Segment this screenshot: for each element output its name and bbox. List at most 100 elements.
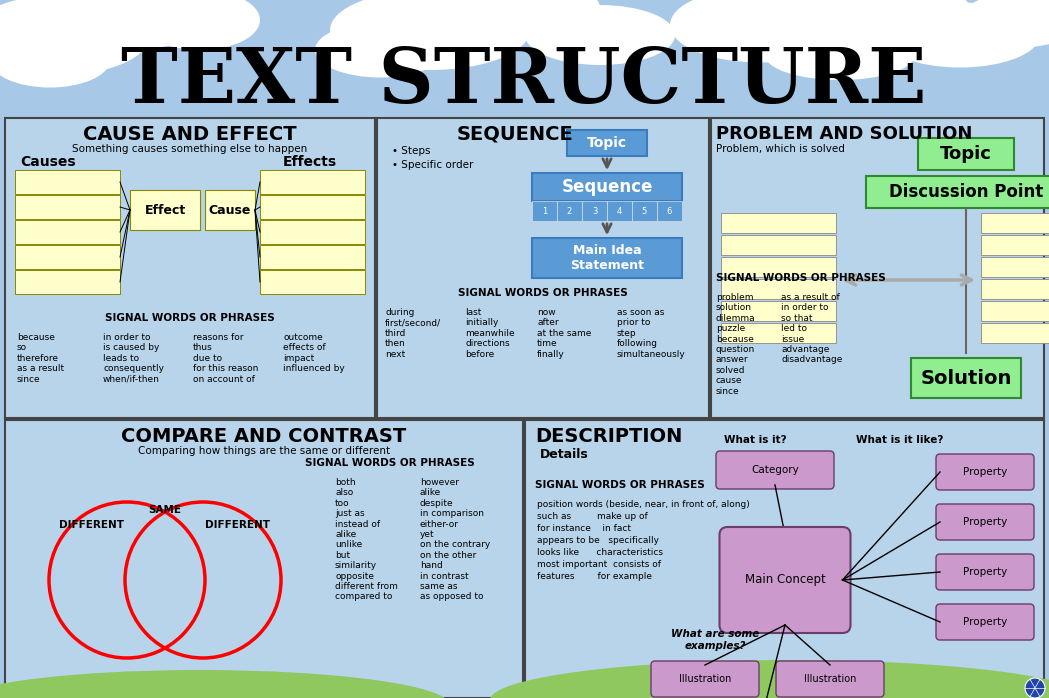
Text: CAUSE AND EFFECT: CAUSE AND EFFECT bbox=[83, 124, 297, 144]
Bar bbox=[866, 176, 1049, 208]
Text: PROBLEM AND SOLUTION: PROBLEM AND SOLUTION bbox=[716, 125, 972, 143]
Text: Property: Property bbox=[963, 567, 1007, 577]
Bar bbox=[260, 220, 365, 244]
Bar bbox=[5, 118, 374, 418]
FancyBboxPatch shape bbox=[651, 661, 759, 697]
Ellipse shape bbox=[420, 0, 600, 40]
Text: Comparing how things are the same or different: Comparing how things are the same or dif… bbox=[137, 446, 390, 456]
Text: Effect: Effect bbox=[145, 204, 186, 216]
Bar bbox=[721, 235, 836, 255]
Text: Topic: Topic bbox=[587, 136, 627, 150]
Bar bbox=[981, 257, 1049, 277]
Bar bbox=[130, 190, 200, 230]
FancyBboxPatch shape bbox=[776, 661, 884, 697]
FancyBboxPatch shape bbox=[720, 527, 851, 633]
Ellipse shape bbox=[0, 0, 150, 75]
Text: 4: 4 bbox=[617, 207, 622, 216]
Bar bbox=[524, 420, 1044, 698]
Text: looks like      characteristics: looks like characteristics bbox=[537, 548, 663, 557]
FancyBboxPatch shape bbox=[936, 604, 1034, 640]
Text: most important  consists of: most important consists of bbox=[537, 560, 661, 569]
Text: DESCRIPTION: DESCRIPTION bbox=[535, 426, 683, 445]
Text: last
initially
meanwhile
directions
before: last initially meanwhile directions befo… bbox=[465, 308, 515, 359]
Text: Cause: Cause bbox=[209, 204, 251, 216]
Text: Effects: Effects bbox=[283, 155, 337, 169]
Text: TEXT STRUCTURE: TEXT STRUCTURE bbox=[122, 45, 926, 119]
Text: Category: Category bbox=[751, 465, 799, 475]
Text: reasons for
thus
due to
for this reason
on account of: reasons for thus due to for this reason … bbox=[193, 333, 258, 384]
Ellipse shape bbox=[880, 3, 1040, 68]
Text: SIGNAL WORDS OR PHRASES: SIGNAL WORDS OR PHRASES bbox=[716, 273, 885, 283]
Text: Main Idea
Statement: Main Idea Statement bbox=[570, 244, 644, 272]
Text: Property: Property bbox=[963, 467, 1007, 477]
Text: Property: Property bbox=[963, 517, 1007, 527]
Ellipse shape bbox=[770, 0, 970, 45]
Text: for instance    in fact: for instance in fact bbox=[537, 524, 631, 533]
FancyBboxPatch shape bbox=[936, 554, 1034, 590]
Bar bbox=[981, 235, 1049, 255]
Bar bbox=[631, 201, 657, 221]
FancyBboxPatch shape bbox=[936, 454, 1034, 490]
Text: Topic: Topic bbox=[940, 145, 992, 163]
Text: SIGNAL WORDS OR PHRASES: SIGNAL WORDS OR PHRASES bbox=[458, 288, 628, 298]
Text: Illustration: Illustration bbox=[804, 674, 856, 684]
Ellipse shape bbox=[670, 0, 850, 63]
Ellipse shape bbox=[315, 22, 445, 77]
Bar bbox=[582, 201, 607, 221]
Text: COMPARE AND CONTRAST: COMPARE AND CONTRAST bbox=[122, 426, 407, 445]
Bar bbox=[557, 201, 582, 221]
FancyBboxPatch shape bbox=[936, 504, 1034, 540]
Text: as a result of
in order to
so that
led to
issue
advantage
disadvantage: as a result of in order to so that led t… bbox=[782, 293, 842, 364]
Text: because
so
therefore
as a result
since: because so therefore as a result since bbox=[17, 333, 64, 384]
Text: • Specific order: • Specific order bbox=[392, 160, 473, 170]
Bar bbox=[721, 257, 836, 277]
Ellipse shape bbox=[140, 0, 260, 50]
Bar bbox=[721, 213, 836, 233]
Text: position words (beside, near, in front of, along): position words (beside, near, in front o… bbox=[537, 500, 750, 509]
Bar bbox=[377, 118, 709, 418]
Text: DIFFERENT: DIFFERENT bbox=[206, 520, 271, 530]
Bar bbox=[711, 118, 1044, 418]
Bar bbox=[205, 190, 255, 230]
Bar bbox=[981, 323, 1049, 343]
Ellipse shape bbox=[330, 0, 530, 70]
Text: both
also
too
just as
instead of
alike
unlike
but
similarity
opposite
different : both also too just as instead of alike u… bbox=[335, 478, 398, 602]
Bar bbox=[981, 279, 1049, 299]
Text: Solution: Solution bbox=[920, 369, 1011, 387]
Bar bbox=[15, 170, 120, 194]
Bar bbox=[532, 238, 682, 278]
Bar bbox=[911, 358, 1021, 398]
Text: Discussion Point: Discussion Point bbox=[889, 183, 1043, 201]
Ellipse shape bbox=[0, 33, 110, 87]
Bar bbox=[260, 270, 365, 294]
Text: 5: 5 bbox=[642, 207, 647, 216]
Text: during
first/second/
third
then
next: during first/second/ third then next bbox=[385, 308, 442, 359]
Text: SIGNAL WORDS OR PHRASES: SIGNAL WORDS OR PHRASES bbox=[305, 458, 475, 468]
Bar bbox=[607, 201, 631, 221]
Circle shape bbox=[1025, 678, 1045, 698]
Text: outcome
effects of
impact
influenced by: outcome effects of impact influenced by bbox=[283, 333, 345, 373]
Ellipse shape bbox=[960, 0, 1049, 47]
Text: 3: 3 bbox=[592, 207, 597, 216]
Text: now
after
at the same
time
finally: now after at the same time finally bbox=[537, 308, 592, 359]
Text: appears to be   specifically: appears to be specifically bbox=[537, 536, 659, 545]
Bar bbox=[532, 173, 682, 201]
Text: Sequence: Sequence bbox=[561, 178, 652, 196]
Bar bbox=[981, 213, 1049, 233]
Text: such as         make up of: such as make up of bbox=[537, 512, 647, 521]
Bar bbox=[260, 245, 365, 269]
Text: Something causes something else to happen: Something causes something else to happe… bbox=[72, 144, 307, 154]
Text: Property: Property bbox=[963, 617, 1007, 627]
Text: • Steps: • Steps bbox=[392, 146, 430, 156]
Bar bbox=[918, 138, 1014, 170]
Text: 2: 2 bbox=[566, 207, 572, 216]
Ellipse shape bbox=[0, 670, 450, 698]
Text: in order to
is caused by
leads to
consequently
when/if-then: in order to is caused by leads to conseq… bbox=[103, 333, 164, 384]
Bar bbox=[260, 195, 365, 219]
Bar bbox=[15, 270, 120, 294]
Text: 6: 6 bbox=[667, 207, 672, 216]
Bar bbox=[981, 301, 1049, 321]
FancyBboxPatch shape bbox=[716, 451, 834, 489]
Text: Problem, which is solved: Problem, which is solved bbox=[716, 144, 844, 154]
Text: What is it like?: What is it like? bbox=[856, 435, 944, 445]
